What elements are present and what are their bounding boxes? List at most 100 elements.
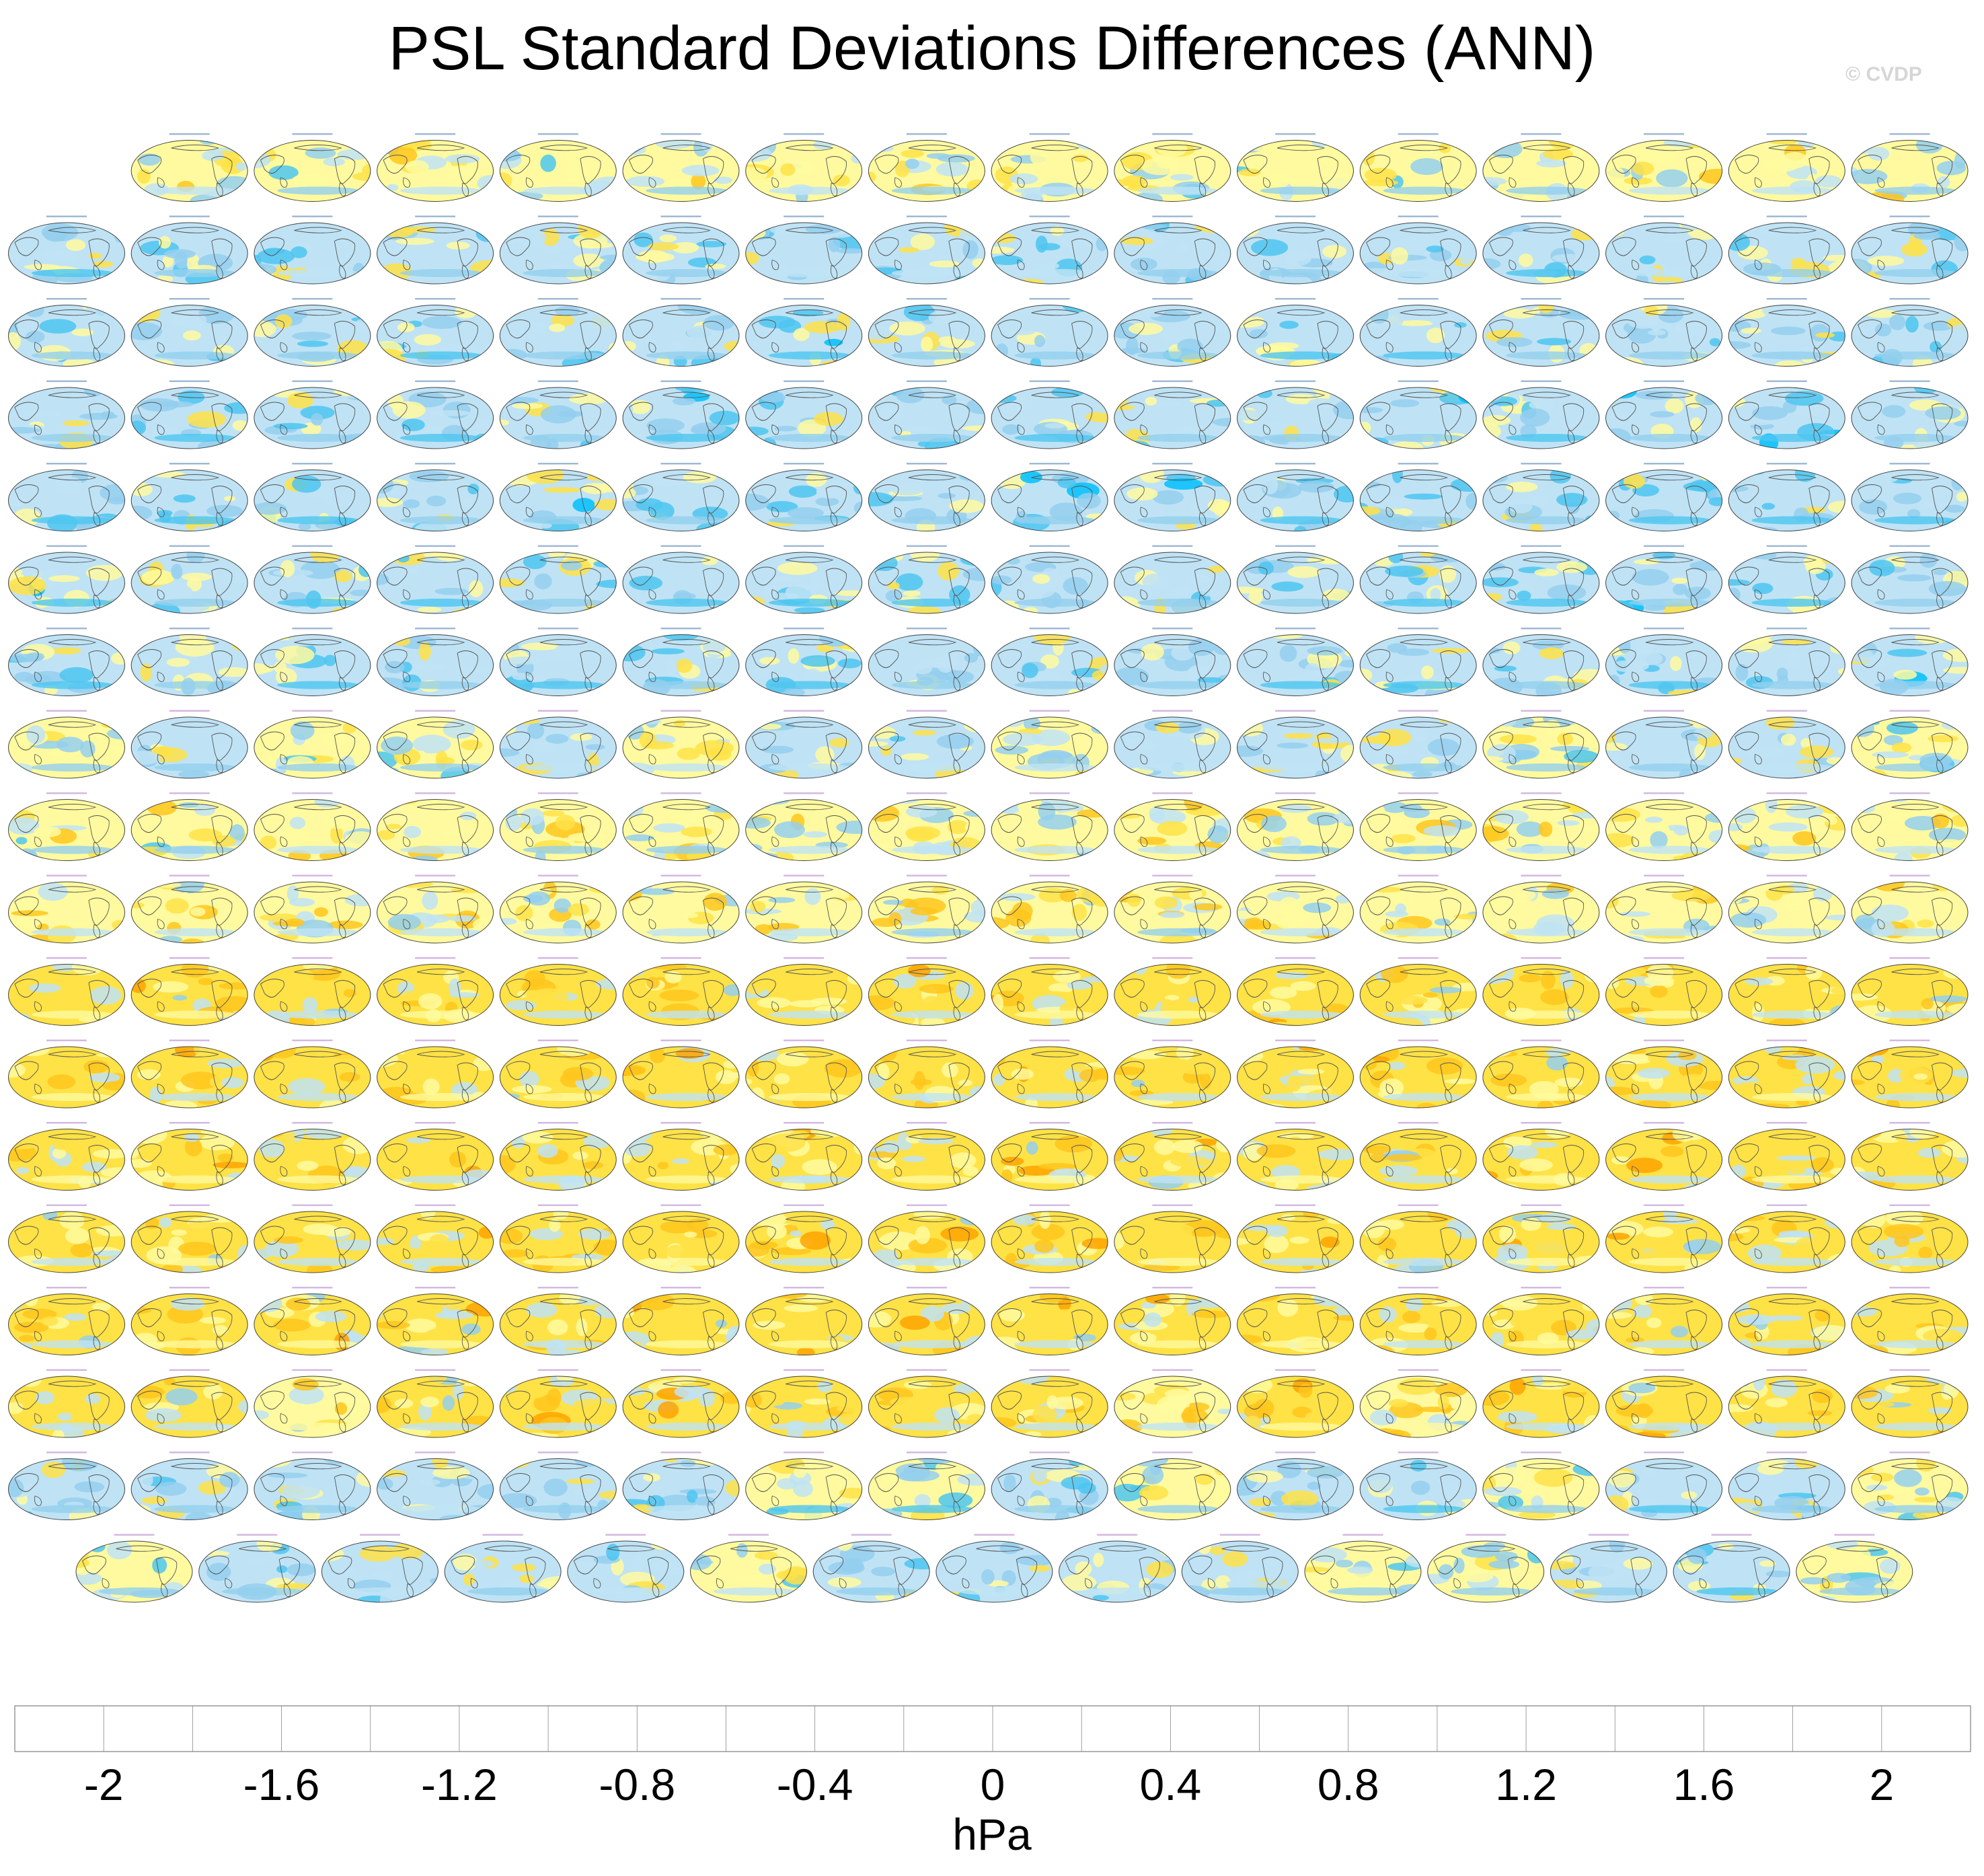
map-panel bbox=[622, 874, 740, 944]
map-panel bbox=[377, 133, 494, 202]
map-panel bbox=[690, 1534, 807, 1603]
map-panel bbox=[377, 298, 494, 367]
map-panel bbox=[254, 1039, 371, 1109]
map-panel bbox=[1605, 792, 1723, 861]
map-panel bbox=[1851, 710, 1969, 779]
colorbar-tick-label: 0 bbox=[981, 1760, 1005, 1809]
map-panel bbox=[499, 1287, 617, 1355]
map-panel bbox=[499, 298, 617, 367]
map-panel bbox=[130, 957, 248, 1026]
cvdp-watermark: © CVDP bbox=[1845, 63, 1922, 85]
map-panel bbox=[622, 215, 740, 285]
map-panel bbox=[1796, 1534, 1913, 1603]
map-panel bbox=[1728, 1039, 1845, 1109]
map-panel bbox=[377, 463, 494, 531]
map-panel bbox=[1728, 298, 1845, 367]
map-panel bbox=[499, 710, 617, 779]
map-panel bbox=[991, 1369, 1108, 1438]
map-panel bbox=[1114, 628, 1231, 696]
map-panel bbox=[1605, 133, 1723, 202]
map-panel bbox=[745, 1287, 863, 1355]
map-panel bbox=[868, 874, 985, 944]
map-panel bbox=[1851, 133, 1969, 202]
map-panel bbox=[254, 957, 371, 1026]
colorbar-tick-label: -0.4 bbox=[777, 1760, 853, 1809]
map-panel bbox=[868, 1204, 985, 1273]
map-panel bbox=[1851, 380, 1969, 449]
map-panel bbox=[1237, 1204, 1354, 1273]
map-panel bbox=[1114, 133, 1231, 202]
map-panel bbox=[622, 380, 740, 449]
map-panel bbox=[377, 1369, 494, 1438]
map-panel bbox=[1605, 380, 1723, 449]
map-panel bbox=[377, 792, 494, 861]
map-panel bbox=[622, 1122, 740, 1191]
map-panel bbox=[622, 1204, 740, 1273]
colorbar-tick-label: -1.2 bbox=[421, 1760, 498, 1809]
map-panel bbox=[991, 874, 1108, 944]
map-panel bbox=[622, 792, 740, 861]
map-panel bbox=[321, 1534, 438, 1603]
map-panel bbox=[868, 545, 985, 614]
map-panel bbox=[1359, 298, 1477, 367]
map-panel bbox=[8, 380, 125, 449]
map-panel bbox=[868, 957, 985, 1026]
map-panel bbox=[868, 1369, 985, 1438]
map-panel bbox=[1728, 463, 1845, 531]
colorbar-tick-label: -2 bbox=[84, 1760, 124, 1809]
map-panel bbox=[1851, 957, 1969, 1026]
map-panel bbox=[1482, 1122, 1600, 1191]
map-panel bbox=[254, 463, 371, 531]
map-panel bbox=[1605, 545, 1723, 614]
map-panel bbox=[1851, 1287, 1969, 1355]
map-panel bbox=[8, 215, 125, 285]
map-panel bbox=[1605, 1039, 1723, 1109]
map-panel bbox=[1114, 1452, 1231, 1520]
map-panel bbox=[745, 792, 863, 861]
map-panel bbox=[499, 215, 617, 285]
map-panel bbox=[8, 710, 125, 779]
map-panel bbox=[254, 1452, 371, 1520]
map-panel bbox=[8, 874, 125, 944]
map-panel bbox=[1482, 1287, 1600, 1355]
map-panel bbox=[1673, 1534, 1790, 1603]
map-panel bbox=[745, 1204, 863, 1273]
map-panel bbox=[377, 710, 494, 779]
map-panel bbox=[1237, 463, 1354, 531]
map-panel bbox=[8, 628, 125, 696]
map-panel bbox=[991, 380, 1108, 449]
map-panel bbox=[499, 1204, 617, 1273]
map-panel bbox=[254, 628, 371, 696]
map-panel bbox=[622, 545, 740, 614]
map-panel bbox=[1359, 133, 1477, 202]
map-panel bbox=[622, 710, 740, 779]
map-panel bbox=[499, 957, 617, 1026]
map-panels-grid bbox=[8, 133, 1969, 1603]
map-panel bbox=[254, 1369, 371, 1438]
map-panel bbox=[254, 710, 371, 779]
map-panel bbox=[499, 545, 617, 614]
colorbar-unit-label: hPa bbox=[952, 1809, 1032, 1859]
map-panel bbox=[1359, 1287, 1477, 1355]
map-panel bbox=[499, 1039, 617, 1109]
map-panel bbox=[1359, 380, 1477, 449]
map-panel bbox=[745, 380, 863, 449]
map-panel bbox=[1605, 1369, 1723, 1438]
map-panel bbox=[1114, 380, 1231, 449]
map-panel bbox=[1114, 1287, 1231, 1355]
map-panel bbox=[1605, 710, 1723, 779]
map-panel bbox=[622, 1287, 740, 1355]
map-panel bbox=[254, 380, 371, 449]
map-panel bbox=[499, 874, 617, 944]
map-panel bbox=[1605, 957, 1723, 1026]
map-panel bbox=[991, 133, 1108, 202]
map-panel bbox=[745, 545, 863, 614]
map-panel bbox=[444, 1534, 562, 1603]
map-panel bbox=[868, 1122, 985, 1191]
map-panel bbox=[1237, 1369, 1354, 1438]
map-panel bbox=[1114, 1122, 1231, 1191]
map-panel bbox=[75, 1534, 193, 1603]
map-panel bbox=[1550, 1534, 1667, 1603]
map-panel bbox=[1482, 380, 1600, 449]
map-panel bbox=[1728, 380, 1845, 449]
